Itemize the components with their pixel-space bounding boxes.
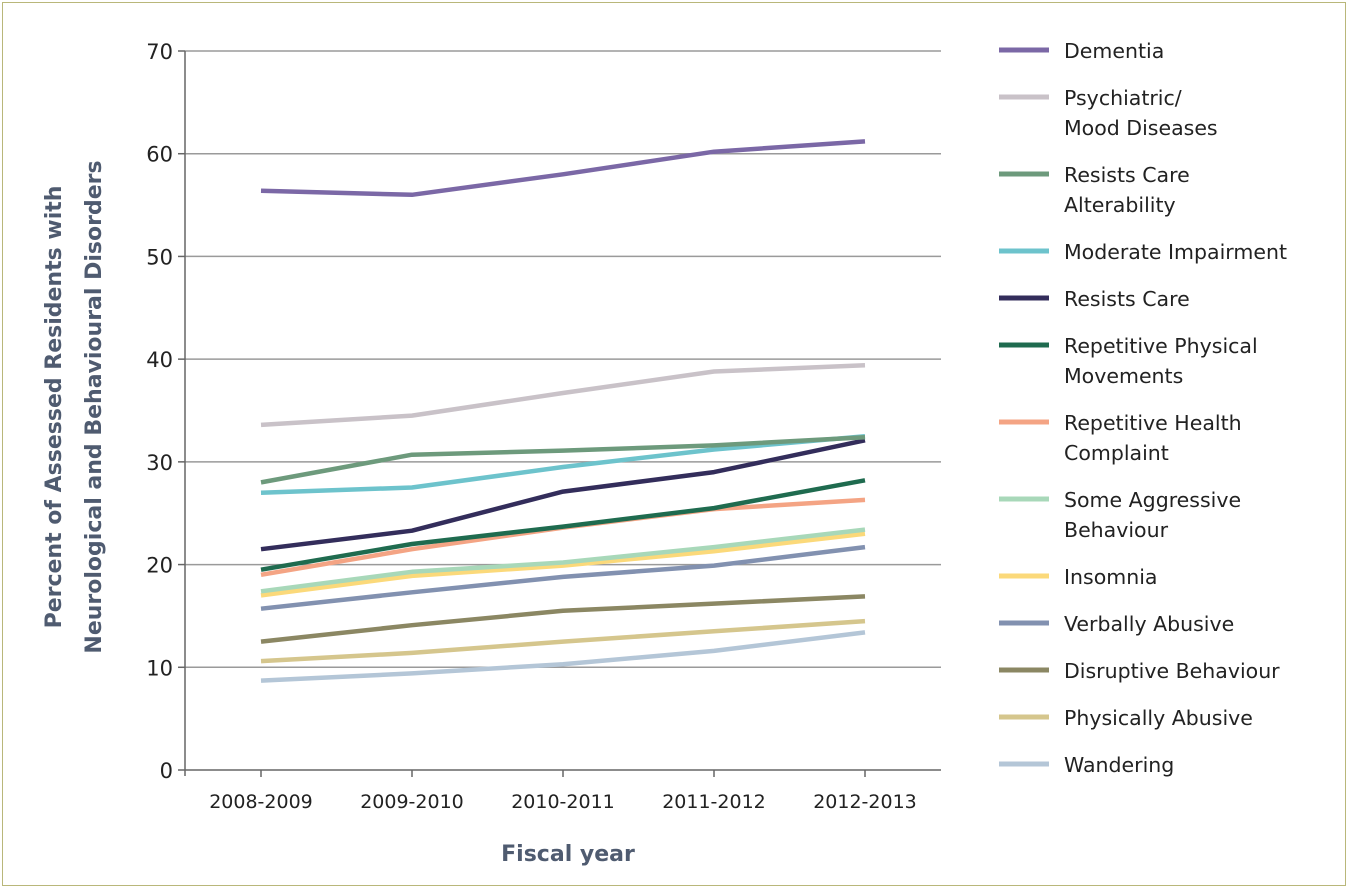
legend-label: Resists Care: [1064, 163, 1190, 187]
line-chart: 0 10 20 30 40 50 60 70 2008-2009 2009-2010 2010-2…: [42, 39, 1287, 867]
legend-label: Behaviour: [1064, 518, 1169, 542]
legend-item: Dementia: [999, 39, 1164, 63]
legend-label: Verbally Abusive: [1064, 612, 1234, 636]
y-axis-title: Percent of Assessed Residents with Neuro…: [42, 160, 107, 653]
series-line: [260, 527, 866, 594]
legend-label: Wandering: [1064, 753, 1174, 777]
series-line: [260, 139, 866, 198]
legend-item: Repetitive Health Complaint: [999, 411, 1242, 465]
series-lines: [260, 139, 866, 683]
y-tick-label: 40: [146, 348, 173, 372]
legend-label: Resists Care: [1064, 287, 1190, 311]
x-tick-label: 2008-2009: [209, 791, 313, 813]
y-axis-ticks: 0 10 20 30 40 50 60 70: [146, 40, 186, 783]
y-axis-title-line-1: Percent of Assessed Residents with: [42, 186, 67, 629]
y-tick-label: 70: [146, 40, 173, 64]
y-tick-label: 50: [146, 245, 173, 269]
legend-label: Repetitive Physical: [1064, 334, 1258, 358]
series-line: [260, 531, 866, 598]
series-line: [260, 544, 866, 611]
legend: Dementia Psychiatric/Mood Diseases Resists…: [999, 39, 1287, 777]
legend-item: Moderate Impairment: [999, 240, 1287, 264]
x-axis: 2008-2009 2009-2010 2010-2011 2011-2012 2012…: [185, 769, 941, 813]
x-tick-label: 2011-2012: [662, 791, 766, 813]
series-line: [260, 594, 866, 644]
series-line: [260, 630, 866, 683]
series-line: [260, 363, 866, 428]
x-tick-label: 2010-2011: [511, 791, 615, 813]
series-line: [260, 433, 866, 495]
legend-item: Verbally Abusive: [999, 612, 1234, 636]
x-axis-title: Fiscal year: [501, 842, 635, 867]
legend-label: Disruptive Behaviour: [1064, 659, 1280, 683]
legend-item: Disruptive Behaviour: [999, 659, 1280, 683]
y-tick-label: 0: [160, 759, 173, 783]
legend-label: Repetitive Health: [1064, 411, 1242, 435]
legend-item: Repetitive Physical Movements: [999, 334, 1258, 388]
legend-item: Physically Abusive: [999, 706, 1253, 730]
legend-item: Insomnia: [999, 565, 1157, 589]
legend-item: Wandering: [999, 753, 1174, 777]
legend-label: Physically Abusive: [1064, 706, 1253, 730]
legend-label: Some Aggressive: [1064, 488, 1241, 512]
series-line: [260, 434, 866, 485]
legend-label: Complaint: [1064, 441, 1169, 465]
series-line: [260, 478, 866, 572]
legend-item: Resists Care: [999, 287, 1190, 311]
legend-label: Dementia: [1064, 39, 1164, 63]
legend-label: Psychiatric/: [1064, 86, 1182, 110]
y-tick-label: 30: [146, 451, 173, 475]
legend-label: Moderate Impairment: [1064, 240, 1287, 264]
y-axis-title-line-2: Neurological and Behavioural Disorders: [82, 160, 107, 653]
legend-item: Some Aggressive Behaviour: [999, 488, 1241, 542]
legend-label: Mood Diseases: [1064, 116, 1218, 140]
y-tick-label: 60: [146, 143, 173, 167]
y-tick-label: 10: [146, 656, 173, 680]
series-line: [260, 438, 866, 552]
legend-label: Alterability: [1064, 193, 1176, 217]
y-tick-label: 20: [146, 554, 173, 578]
legend-item: Psychiatric/Mood Diseases: [999, 86, 1218, 140]
x-tick-label: 2009-2010: [360, 791, 464, 813]
series-line: [260, 618, 866, 664]
legend-label: Movements: [1064, 364, 1183, 388]
legend-item: Resists Care Alterability: [999, 163, 1190, 217]
x-tick-label: 2012-2013: [813, 791, 917, 813]
legend-label: Insomnia: [1064, 565, 1157, 589]
